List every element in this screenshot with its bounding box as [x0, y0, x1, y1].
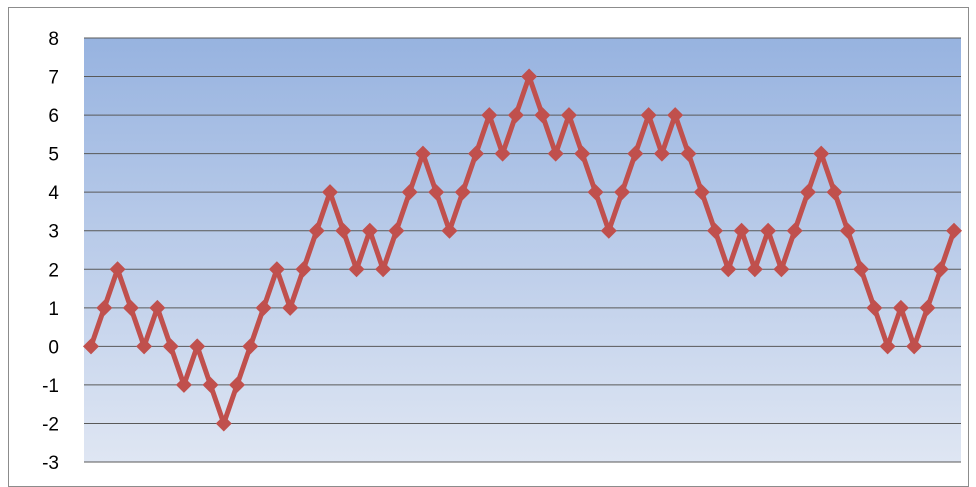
data-point-marker — [786, 222, 803, 239]
data-point-marker — [282, 299, 299, 316]
data-point-marker — [335, 222, 352, 239]
y-tick-label: 6 — [48, 106, 59, 127]
data-point-marker — [879, 338, 896, 355]
data-point-marker — [428, 184, 445, 201]
chart-frame: 8 7 6 5 4 3 2 1 0 -1 -2 -3 — [8, 7, 969, 487]
data-point-marker — [229, 376, 246, 393]
series-line — [88, 74, 957, 426]
data-point-marker — [441, 222, 458, 239]
data-point-marker — [720, 261, 737, 278]
data-point-marker — [587, 184, 604, 201]
data-point-marker — [401, 184, 418, 201]
data-point-marker — [760, 222, 777, 239]
y-tick-label: 5 — [48, 145, 59, 166]
data-point-marker — [375, 261, 392, 278]
data-point-marker — [534, 107, 551, 124]
data-point-marker — [122, 299, 139, 316]
data-point-marker — [813, 145, 830, 162]
data-point-marker — [680, 145, 697, 162]
data-point-marker — [574, 145, 591, 162]
y-tick-label: 2 — [48, 260, 59, 281]
y-tick-label: 7 — [48, 68, 59, 89]
line-chart: 8 7 6 5 4 3 2 1 0 -1 -2 -3 — [42, 29, 962, 474]
y-tick-label: 4 — [48, 183, 59, 204]
data-point-marker — [149, 299, 166, 316]
data-point-marker — [494, 145, 511, 162]
y-tick-label: 0 — [48, 337, 59, 358]
data-point-marker — [892, 299, 909, 316]
data-point-marker — [839, 222, 856, 239]
data-point-marker — [600, 222, 617, 239]
y-tick-label: -2 — [42, 414, 59, 435]
data-point-marker — [242, 338, 259, 355]
data-point-marker — [853, 261, 870, 278]
data-point-marker — [175, 376, 192, 393]
data-point-marker — [189, 338, 206, 355]
y-tick-label: 3 — [48, 222, 59, 243]
data-point-marker — [361, 222, 378, 239]
data-point-marker — [799, 184, 816, 201]
plot-area — [84, 38, 961, 462]
data-point-marker — [946, 222, 962, 239]
data-point-marker — [521, 68, 538, 85]
data-point-marker — [202, 376, 219, 393]
data-point-marker — [109, 261, 126, 278]
data-point-marker — [162, 338, 179, 355]
data-point-marker — [255, 299, 272, 316]
data-point-marker — [826, 184, 843, 201]
data-point-marker — [215, 415, 232, 432]
data-point-marker — [414, 145, 431, 162]
data-point-marker — [919, 299, 936, 316]
series-1 — [83, 68, 962, 432]
data-point-marker — [560, 107, 577, 124]
data-point-marker — [295, 261, 312, 278]
data-point-marker — [693, 184, 710, 201]
data-point-marker — [481, 107, 498, 124]
data-point-marker — [627, 145, 644, 162]
data-point-marker — [667, 107, 684, 124]
y-tick-label: -3 — [42, 453, 59, 474]
data-point-marker — [906, 338, 923, 355]
data-point-marker — [746, 261, 763, 278]
data-point-marker — [614, 184, 631, 201]
data-point-marker — [308, 222, 325, 239]
data-point-marker — [83, 338, 99, 355]
data-point-marker — [454, 184, 471, 201]
data-point-marker — [653, 145, 670, 162]
data-point-marker — [733, 222, 750, 239]
data-point-marker — [707, 222, 724, 239]
data-point-marker — [773, 261, 790, 278]
data-point-marker — [507, 107, 524, 124]
data-point-marker — [932, 261, 949, 278]
data-point-marker — [468, 145, 485, 162]
data-point-marker — [547, 145, 564, 162]
data-point-marker — [866, 299, 883, 316]
data-point-marker — [388, 222, 405, 239]
data-point-marker — [348, 261, 365, 278]
y-tick-label: -1 — [42, 376, 59, 397]
y-tick-label: 8 — [48, 29, 59, 50]
data-point-marker — [640, 107, 657, 124]
data-point-marker — [136, 338, 153, 355]
y-tick-label: 1 — [48, 299, 59, 320]
data-point-marker — [268, 261, 285, 278]
data-point-marker — [321, 184, 338, 201]
data-point-marker — [96, 299, 113, 316]
y-axis-tick-labels: 8 7 6 5 4 3 2 1 0 -1 -2 -3 — [42, 29, 59, 474]
